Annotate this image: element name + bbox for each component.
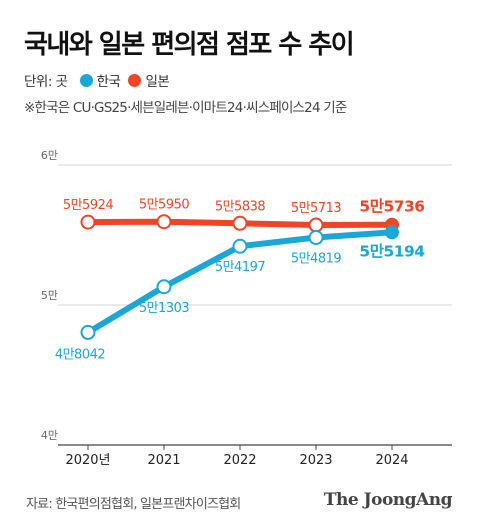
legend-korea-label: 한국 <box>96 74 121 90</box>
y-tick-label: 6만 <box>41 149 58 162</box>
x-tick-label: 2023 <box>299 453 332 468</box>
data-point <box>80 324 96 340</box>
data-label: 5만4819 <box>291 252 342 267</box>
data-label: 5만5713 <box>291 201 342 216</box>
y-tick-label: 5만 <box>41 289 58 302</box>
data-point <box>232 238 248 254</box>
footnote: ※한국은 CU·GS25·세븐일레븐·이마트24·씨스페이스24 기준 <box>24 100 347 116</box>
y-tick-label: 4만 <box>41 429 58 442</box>
data-label: 5만5924 <box>63 198 114 213</box>
x-tick-label: 2024 <box>375 453 408 468</box>
data-label: 5만5736 <box>359 198 424 216</box>
data-label: 5만5838 <box>215 199 266 214</box>
data-point <box>232 215 248 231</box>
chart-title: 국내와 일본 편의점 점포 수 추이 <box>24 30 355 60</box>
data-point <box>308 230 324 246</box>
x-tick-label: 2021 <box>147 453 180 468</box>
x-tick-label: 2020년 <box>65 453 110 468</box>
legend-japan-marker <box>128 73 142 87</box>
data-label: 5만1303 <box>139 301 190 316</box>
data-label: 4만8042 <box>55 347 105 362</box>
legend-japan-label: 일본 <box>145 74 170 90</box>
legend: 단위: 곳 한국 일본 <box>24 70 170 90</box>
data-point <box>80 214 96 230</box>
data-point <box>308 217 324 233</box>
legend-unit: 단위: 곳 <box>24 74 68 90</box>
x-tick-label: 2022 <box>223 453 256 468</box>
data-label: 5만5194 <box>359 242 425 260</box>
data-point <box>156 214 172 230</box>
data-point <box>385 225 399 240</box>
source-text: 자료: 한국편의점협회, 일본프랜차이즈협회 <box>26 497 241 512</box>
data-label: 5만5950 <box>139 198 190 213</box>
legend-korea-marker <box>79 73 93 87</box>
data-point <box>156 279 172 295</box>
publisher-logo: The JoongAng <box>323 490 453 510</box>
data-label: 5만4197 <box>215 260 266 275</box>
